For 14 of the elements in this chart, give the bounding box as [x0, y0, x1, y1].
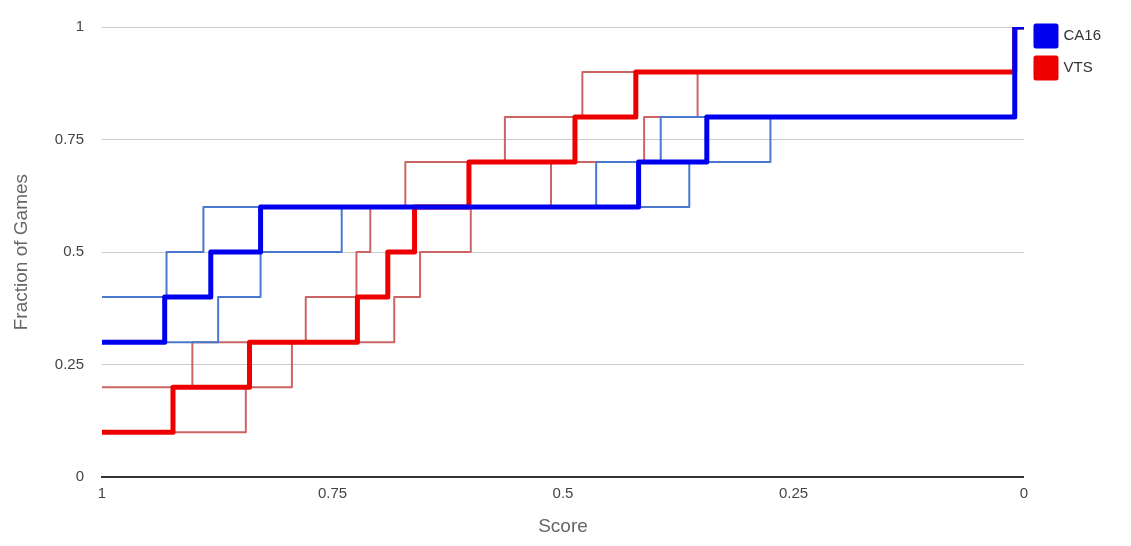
y-tick-label: 0 [75, 467, 84, 485]
x-tick-label: 0.75 [317, 484, 348, 502]
y-tick-label: 1 [75, 17, 84, 35]
x-tick-label: 0 [1019, 484, 1029, 502]
x-tick-label: 0.5 [552, 484, 574, 502]
legend-label: CA16 [1063, 26, 1102, 44]
y-tick-label: 0.75 [54, 129, 84, 147]
x-tick-label: 0.25 [778, 484, 809, 502]
y-tick-label: 0.5 [63, 242, 84, 260]
y-tick-label: 0.25 [54, 354, 84, 372]
x-tick-label: 1 [97, 484, 107, 502]
y-axis-title: Fraction of Games [9, 173, 31, 331]
x-axis-title: Score [538, 514, 588, 536]
legend-label: VTS [1063, 58, 1093, 76]
